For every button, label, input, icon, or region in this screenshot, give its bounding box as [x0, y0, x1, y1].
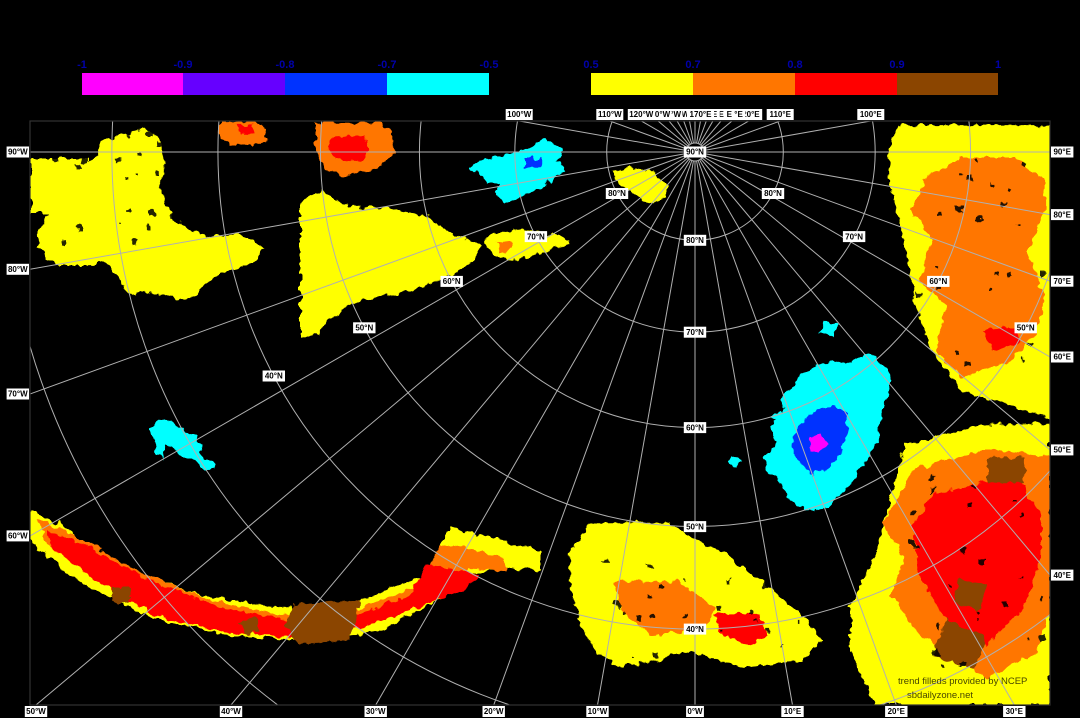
svg-text:60°N: 60°N	[443, 277, 461, 286]
svg-text:70°W: 70°W	[8, 390, 28, 399]
svg-text:70°E: 70°E	[1053, 277, 1071, 286]
svg-text:60°E: 60°E	[1053, 353, 1071, 362]
svg-text:70°N: 70°N	[686, 328, 704, 337]
svg-text:50°N: 50°N	[686, 522, 704, 531]
svg-text:60°N: 60°N	[686, 423, 704, 432]
svg-text:20°W: 20°W	[484, 707, 504, 716]
svg-text:0.7: 0.7	[685, 59, 700, 71]
svg-text:90°E: 90°E	[1053, 148, 1071, 157]
svg-text:0.5: 0.5	[583, 59, 598, 71]
svg-text:80°N: 80°N	[764, 189, 782, 198]
svg-text:50°W: 50°W	[26, 707, 46, 716]
svg-text:80°W: 80°W	[8, 265, 28, 274]
svg-text:40°W: 40°W	[221, 707, 241, 716]
svg-text:80°N: 80°N	[686, 236, 704, 245]
svg-text:1: 1	[995, 59, 1001, 71]
svg-text:80°E: 80°E	[1053, 210, 1071, 219]
svg-text:-0.7: -0.7	[378, 59, 397, 71]
svg-text:120°W: 120°W	[629, 110, 654, 119]
svg-text:60°W: 60°W	[8, 532, 28, 541]
svg-text:100°W: 100°W	[507, 110, 532, 119]
svg-text:30°W: 30°W	[366, 707, 386, 716]
svg-text:10°E: 10°E	[784, 707, 802, 716]
svg-text:60°N: 60°N	[929, 277, 947, 286]
svg-text:0°W: 0°W	[687, 707, 703, 716]
svg-text:30°E: 30°E	[1006, 707, 1024, 716]
svg-text:100°E: 100°E	[860, 110, 883, 119]
svg-text:0.8: 0.8	[787, 59, 802, 71]
svg-text:sbdailyzone.net: sbdailyzone.net	[907, 690, 973, 701]
svg-text:-0.9: -0.9	[174, 59, 193, 71]
svg-text:90°W: 90°W	[8, 148, 28, 157]
svg-text:10°W: 10°W	[588, 707, 608, 716]
svg-text:110°E: 110°E	[769, 110, 791, 119]
svg-text:-0.5: -0.5	[480, 59, 499, 71]
svg-text:20°E: 20°E	[888, 707, 906, 716]
svg-text:trend filleds provided by NCEP: trend filleds provided by NCEP	[898, 676, 1027, 687]
svg-text:70°N: 70°N	[527, 232, 545, 241]
svg-text:170°E: 170°E	[690, 110, 713, 119]
svg-text:50°E: 50°E	[1053, 446, 1071, 455]
svg-text:40°N: 40°N	[265, 372, 283, 381]
svg-text:50°N: 50°N	[1017, 324, 1035, 333]
svg-text:0.9: 0.9	[889, 59, 904, 71]
svg-text:40°E: 40°E	[1053, 571, 1071, 580]
svg-text:110°W: 110°W	[598, 110, 622, 119]
svg-text:-0.8: -0.8	[276, 59, 295, 71]
svg-text:70°N: 70°N	[845, 232, 863, 241]
svg-text:50°N: 50°N	[355, 324, 373, 333]
svg-text:80°N: 80°N	[608, 189, 626, 198]
svg-text:40°N: 40°N	[686, 625, 704, 634]
svg-text:90°N: 90°N	[686, 148, 704, 157]
svg-text:-1: -1	[77, 59, 87, 71]
